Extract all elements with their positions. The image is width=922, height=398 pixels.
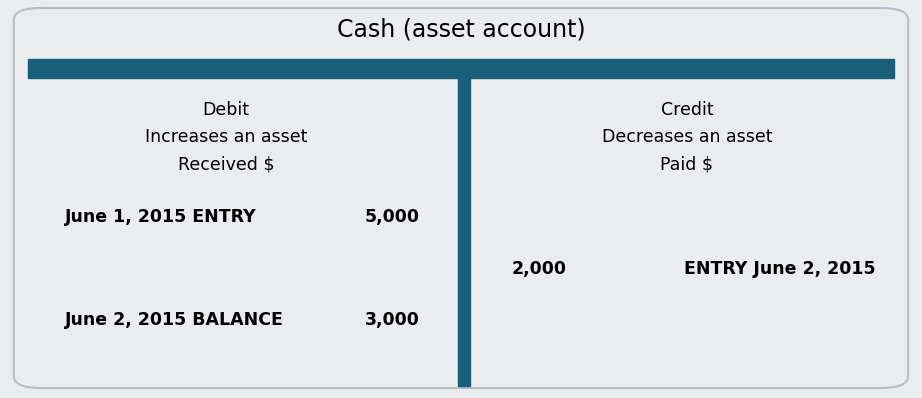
Text: Credit
Decreases an asset
Paid $: Credit Decreases an asset Paid $: [602, 101, 772, 174]
Bar: [28, 59, 894, 78]
Text: June 1, 2015 ENTRY: June 1, 2015 ENTRY: [65, 208, 256, 226]
Text: Cash (asset account): Cash (asset account): [337, 18, 585, 42]
Text: 5,000: 5,000: [364, 208, 420, 226]
Text: 2,000: 2,000: [512, 259, 567, 278]
Bar: [457, 78, 469, 386]
Text: Debit
Increases an asset
Received $: Debit Increases an asset Received $: [145, 101, 307, 174]
Text: 3,000: 3,000: [364, 311, 420, 330]
Text: ENTRY June 2, 2015: ENTRY June 2, 2015: [684, 259, 876, 278]
FancyBboxPatch shape: [14, 8, 908, 388]
Text: June 2, 2015 BALANCE: June 2, 2015 BALANCE: [65, 311, 283, 330]
